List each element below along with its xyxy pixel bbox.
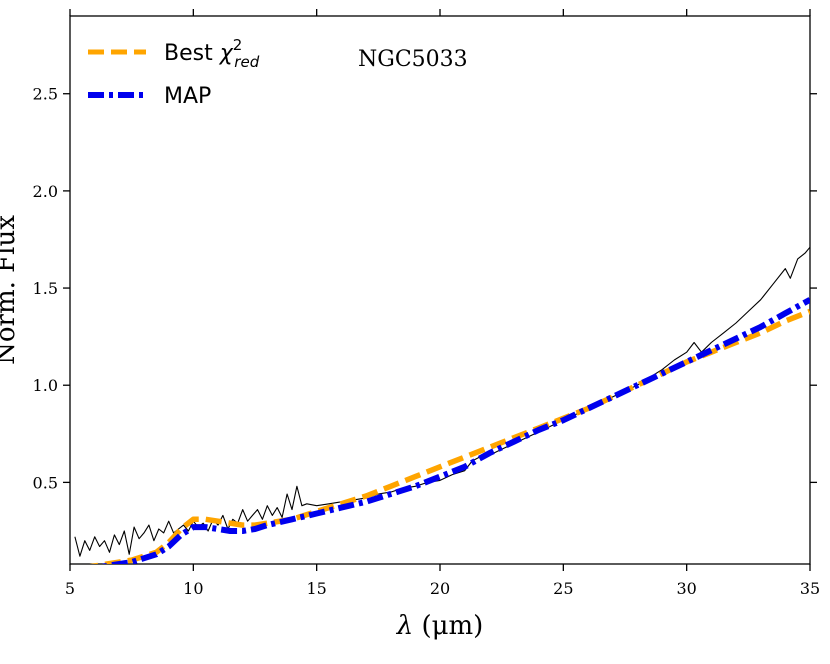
y-tick-label: 1.0 — [33, 376, 58, 395]
y-tick-label: 1.5 — [33, 279, 58, 298]
y-axis-ticks: 0.5 1.0 1.5 2.0 2.5 — [33, 85, 817, 492]
x-axis-label-unit: (μm) — [413, 611, 483, 641]
legend-label-best-chi2-sub: red — [234, 53, 259, 71]
legend: Best χ2 red MAP — [88, 36, 260, 109]
galaxy-name-annotation: NGC5033 — [358, 47, 468, 72]
series-line-map — [99, 297, 810, 564]
x-axis-ticks: 5 10 15 20 25 30 35 — [65, 9, 820, 598]
x-tick-label: 10 — [183, 579, 203, 598]
x-tick-label: 20 — [430, 579, 450, 598]
x-axis-label-symbol: λ — [396, 611, 413, 641]
y-tick-label: 2.5 — [33, 85, 58, 104]
legend-label-map: MAP — [164, 84, 211, 109]
x-tick-label: 25 — [553, 579, 573, 598]
x-axis-label: λ (μm) — [396, 611, 484, 641]
legend-label-best-chi2-main: Best — [164, 41, 220, 66]
y-tick-label: 0.5 — [33, 473, 58, 492]
x-tick-label: 15 — [306, 579, 326, 598]
y-tick-label: 2.0 — [33, 182, 58, 201]
legend-label-best-chi2-symbol: χ — [219, 41, 234, 66]
x-tick-label: 35 — [800, 579, 820, 598]
series-layer — [74, 246, 810, 564]
y-axis-label: Norm. Flux — [0, 215, 21, 365]
legend-label-best-chi2: Best χ2 red — [164, 36, 260, 71]
x-tick-label: 30 — [676, 579, 696, 598]
series-line-best_chi2 — [89, 308, 810, 564]
x-tick-label: 5 — [65, 579, 75, 598]
series-line-observed — [74, 246, 810, 557]
legend-label-best-chi2-sup: 2 — [233, 36, 243, 54]
